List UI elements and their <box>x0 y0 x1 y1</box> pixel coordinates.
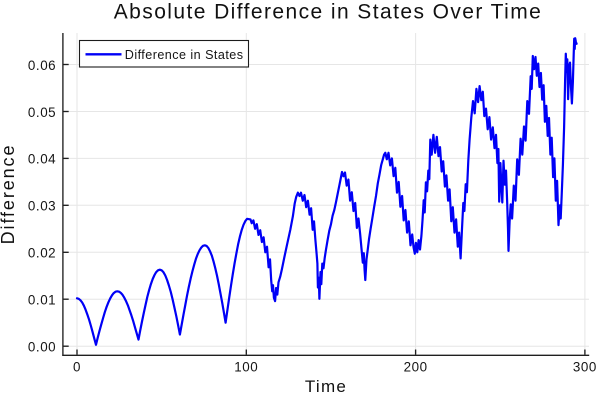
svg-text:0.05: 0.05 <box>28 105 56 120</box>
svg-text:0.04: 0.04 <box>28 152 56 167</box>
svg-text:100: 100 <box>234 360 258 375</box>
svg-text:200: 200 <box>404 360 428 375</box>
svg-text:300: 300 <box>573 360 597 375</box>
svg-text:0: 0 <box>73 360 81 375</box>
svg-text:0.00: 0.00 <box>28 340 56 355</box>
svg-text:Difference in States: Difference in States <box>125 48 244 62</box>
svg-text:0.03: 0.03 <box>28 199 56 214</box>
svg-text:0.02: 0.02 <box>28 246 56 261</box>
svg-text:Time: Time <box>305 377 347 396</box>
svg-text:Absolute Difference in States: Absolute Difference in States Over Time <box>114 0 543 23</box>
svg-text:Difference: Difference <box>0 144 18 245</box>
svg-text:0.06: 0.06 <box>28 58 56 73</box>
svg-text:0.01: 0.01 <box>28 293 56 308</box>
